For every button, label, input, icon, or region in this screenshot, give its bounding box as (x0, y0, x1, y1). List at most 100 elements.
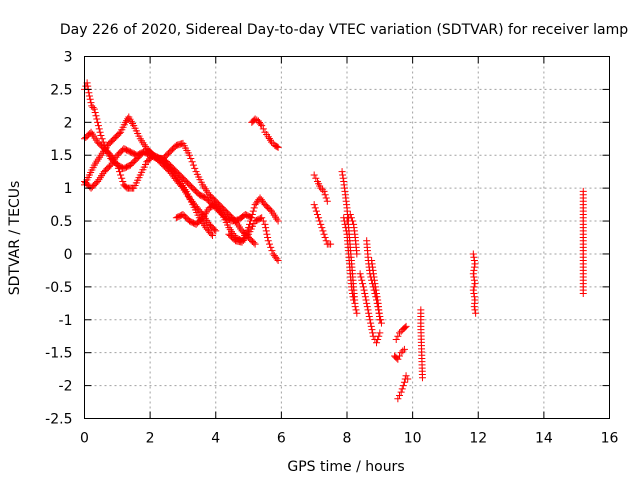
data-point (311, 204, 319, 212)
data-point (207, 230, 215, 238)
data-point (365, 309, 373, 317)
data-point (398, 385, 406, 393)
data-point (373, 293, 381, 301)
data-point (418, 374, 426, 382)
data-point (346, 210, 354, 218)
data-point (371, 280, 379, 288)
data-point (268, 247, 276, 255)
data-point (394, 355, 402, 363)
data-point (470, 289, 478, 297)
data-point (264, 234, 272, 241)
data-point (249, 207, 257, 215)
data-point (210, 226, 218, 234)
data-point (312, 207, 320, 215)
data-point (323, 197, 331, 205)
data-point (396, 329, 403, 337)
data-point (368, 326, 376, 334)
data-point (357, 273, 365, 281)
x-tick-label: 14 (535, 431, 553, 447)
data-point (351, 303, 359, 311)
data-point (90, 105, 98, 113)
data-point (356, 270, 364, 278)
data-point (265, 240, 273, 248)
data-point (348, 217, 356, 225)
x-tick-label: 2 (146, 431, 155, 447)
data-point (470, 266, 478, 274)
data-point (358, 276, 366, 284)
y-tick-label: -2.5 (45, 412, 72, 428)
data-point (322, 194, 330, 202)
data-point (399, 347, 407, 355)
data-point (359, 283, 367, 291)
data-point (365, 312, 373, 320)
data-point (86, 95, 94, 103)
data-point (470, 303, 478, 311)
data-point (243, 232, 251, 240)
y-tick-label: -0.5 (45, 280, 72, 296)
data-point (363, 299, 371, 307)
y-tick-label: 2.5 (50, 82, 72, 98)
data-point (361, 293, 369, 301)
data-point (191, 164, 199, 172)
data-point (122, 118, 130, 126)
data-point (342, 227, 350, 235)
data-point (372, 286, 380, 294)
x-tick-label: 6 (277, 431, 286, 447)
data-point (348, 289, 356, 297)
data-point (394, 332, 402, 340)
data-point (98, 135, 106, 143)
data-point (93, 115, 101, 123)
data-point (359, 280, 367, 288)
data-point (471, 260, 479, 268)
data-point (258, 214, 266, 222)
data-point (97, 131, 105, 139)
data-point (469, 250, 477, 258)
data-point (250, 204, 258, 212)
data-point (87, 99, 95, 107)
data-point (262, 224, 270, 232)
data-point (373, 289, 381, 297)
y-tick-label: 3 (64, 50, 73, 66)
ticks-layer (84, 56, 610, 419)
data-point (363, 303, 371, 311)
data-point (188, 158, 196, 166)
data-point (316, 217, 324, 225)
data-point (321, 191, 329, 199)
data-point (114, 164, 122, 172)
data-point (396, 391, 403, 399)
data-point (373, 339, 381, 347)
data-point (123, 117, 131, 125)
data-point (369, 329, 377, 337)
data-point (259, 217, 267, 225)
y-tick-label: 0 (64, 247, 73, 263)
data-point (113, 161, 121, 169)
data-point (392, 336, 400, 344)
y-tick-label: 1 (64, 181, 73, 197)
data-point (312, 174, 320, 182)
data-point (470, 253, 478, 261)
data-point (348, 286, 356, 294)
data-point (85, 92, 93, 100)
data-point (310, 171, 318, 179)
y-tick-label: 2 (64, 115, 73, 131)
data-point (371, 283, 379, 291)
data-point (84, 82, 92, 90)
data-point (360, 286, 368, 294)
chart-title: Day 226 of 2020, Sidereal Day-to-day VTE… (60, 22, 628, 38)
data-point (400, 378, 408, 386)
data-point (273, 143, 281, 151)
data-point (317, 220, 325, 228)
data-point (187, 155, 195, 163)
data-point (262, 227, 270, 235)
y-tick-label: 1.5 (50, 148, 72, 164)
data-point (353, 250, 361, 258)
data-point (402, 372, 410, 380)
data-point (91, 108, 99, 116)
data-point (315, 214, 323, 222)
data-point (471, 306, 479, 314)
data-point (362, 296, 370, 304)
data-point (247, 214, 255, 222)
x-tick-label: 8 (343, 431, 352, 447)
